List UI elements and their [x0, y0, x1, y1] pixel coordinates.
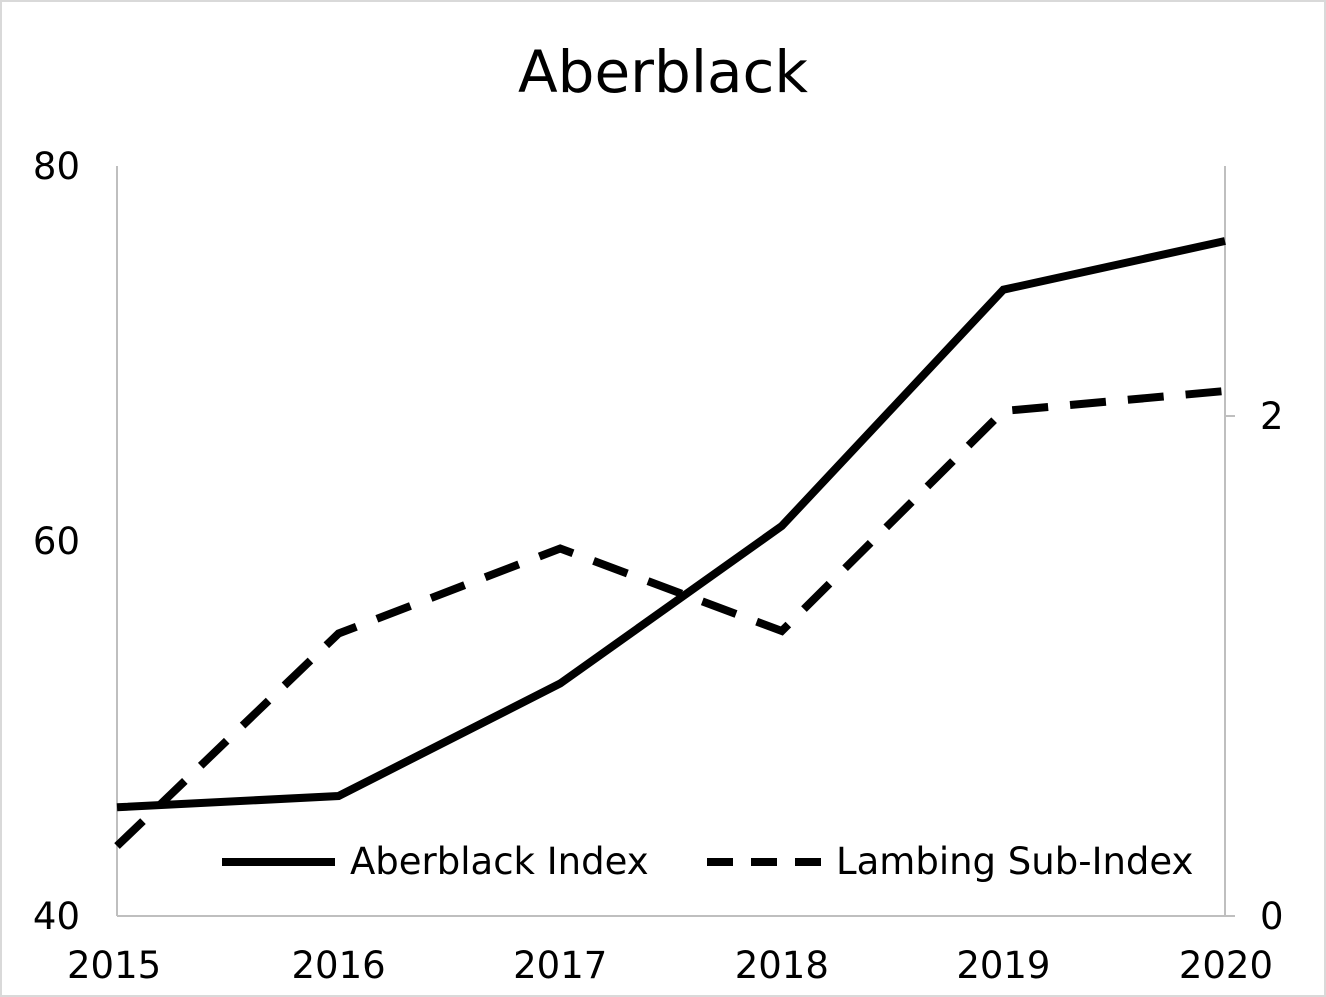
x-tick-label: 2015	[67, 944, 161, 987]
series-line-lambing-sub-index	[114, 387, 1226, 849]
left-tick-label: 40	[33, 895, 80, 938]
chart-title: Aberblack	[518, 38, 808, 106]
right-tick-label: 0	[1260, 895, 1284, 938]
legend: Aberblack Index Lambing Sub-Index	[222, 840, 1193, 883]
x-tick-label: 2019	[956, 944, 1050, 987]
x-ticks: 2015 2016 2017 2018 2019 2020	[67, 944, 1273, 987]
legend-label-aberblack-index: Aberblack Index	[350, 840, 649, 883]
legend-label-lambing-sub-index: Lambing Sub-Index	[836, 840, 1193, 883]
x-tick-label: 2020	[1179, 944, 1273, 987]
x-tick-label: 2016	[292, 944, 386, 987]
left-tick-label: 80	[33, 145, 80, 188]
left-tick-label: 60	[33, 520, 80, 563]
series-line-aberblack-index	[116, 237, 1226, 812]
left-y-ticks: 40 60 80	[33, 145, 80, 938]
series-layer	[114, 237, 1226, 849]
right-y-ticks: 02	[1225, 395, 1284, 938]
x-tick-label: 2018	[735, 944, 829, 987]
x-tick-label: 2017	[513, 944, 607, 987]
right-tick-label: 2	[1260, 395, 1284, 438]
